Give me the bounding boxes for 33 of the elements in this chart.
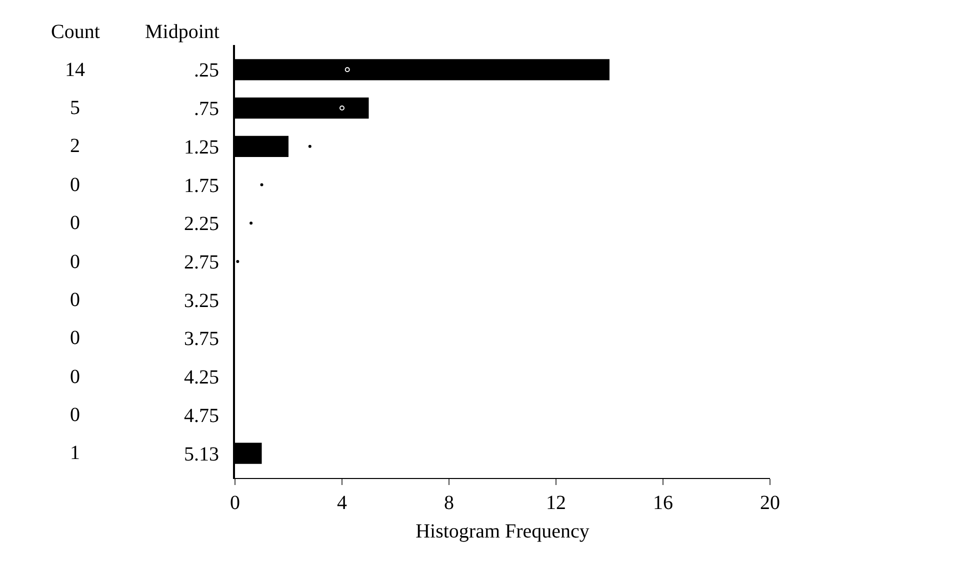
data-label: 0 [70, 404, 80, 426]
y-tick-label: 3.25 [184, 290, 219, 312]
x-tick-label: 8 [444, 492, 454, 514]
y-tick-label: .25 [194, 60, 219, 82]
x-tick-label: 0 [230, 492, 240, 514]
y-tick-label: 2.75 [184, 252, 219, 274]
x-tick-label: 20 [760, 492, 780, 514]
x-tick-label: 12 [546, 492, 566, 514]
data-label: 2 [70, 135, 80, 157]
x-tick-label: 4 [337, 492, 347, 514]
data-label: 0 [70, 212, 80, 234]
data-label: 0 [70, 366, 80, 388]
text: Count [51, 21, 100, 43]
data-label: 1 [70, 442, 80, 464]
x-axis-title: Histogram Frequency [416, 520, 590, 542]
y-axis-title: Midpoint [145, 21, 220, 43]
y-tick-label: 1.75 [184, 174, 219, 197]
y-tick-label: 4.25 [184, 366, 219, 389]
y-tick-label: 1.25 [184, 136, 219, 158]
data-label: 0 [70, 327, 80, 349]
y-tick-label: .75 [194, 98, 219, 120]
y-tick-label: 3.75 [184, 328, 219, 350]
data-label: 5 [70, 97, 80, 119]
data-label: 0 [70, 289, 80, 311]
y-tick-label: 2.25 [184, 213, 219, 236]
y-tick-label: 5.13 [184, 443, 219, 466]
point [344, 67, 350, 72]
data-label: 0 [70, 251, 80, 273]
x-tick-label: 16 [653, 492, 673, 514]
y-tick-label: 4.75 [184, 404, 219, 427]
data-label: 14 [65, 59, 85, 81]
point [340, 106, 344, 111]
data-label: 0 [70, 174, 80, 196]
